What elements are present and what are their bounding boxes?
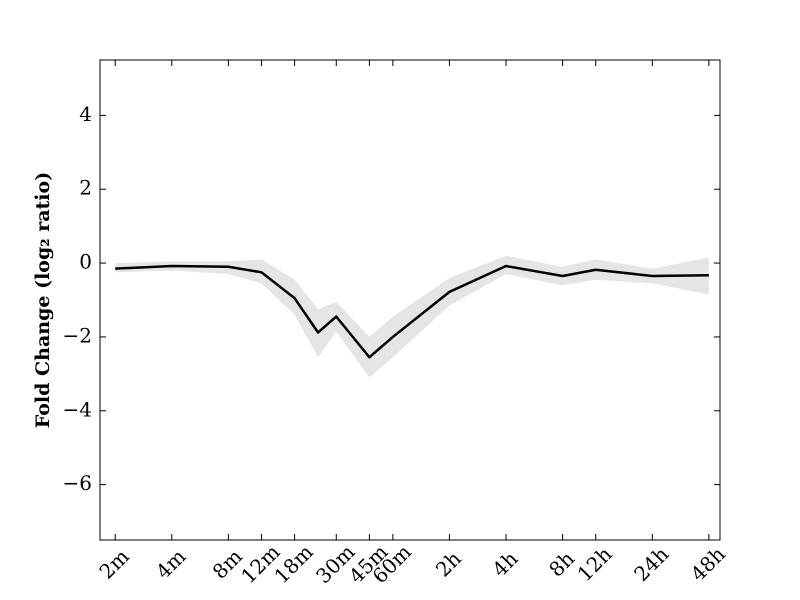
x-tick-label: 24h bbox=[629, 542, 673, 586]
x-tick-label: 8m bbox=[208, 544, 247, 583]
x-tick-label: 2m bbox=[94, 544, 133, 583]
x-tick-label: 8h bbox=[544, 546, 579, 581]
x-tick-label: 48h bbox=[686, 542, 730, 586]
y-axis-label: Fold Change (log₂ ratio) bbox=[32, 172, 54, 428]
x-tick-label: 4m bbox=[151, 544, 190, 583]
y-tick-label: 0 bbox=[79, 250, 92, 274]
x-tick-label: 2h bbox=[431, 546, 466, 581]
data-line bbox=[115, 264, 709, 359]
y-tick-label: −4 bbox=[63, 397, 92, 421]
plot-frame bbox=[99, 59, 721, 541]
y-tick-label: −2 bbox=[63, 323, 92, 347]
x-tick-label: 4h bbox=[487, 546, 522, 581]
confidence-band bbox=[115, 255, 709, 378]
y-tick-label: −6 bbox=[63, 471, 92, 495]
x-tick-label: 12h bbox=[573, 542, 617, 586]
x-tick-label: 18m bbox=[269, 540, 317, 588]
y-tick-label: 2 bbox=[79, 176, 92, 200]
y-tick-label: 4 bbox=[79, 102, 92, 126]
